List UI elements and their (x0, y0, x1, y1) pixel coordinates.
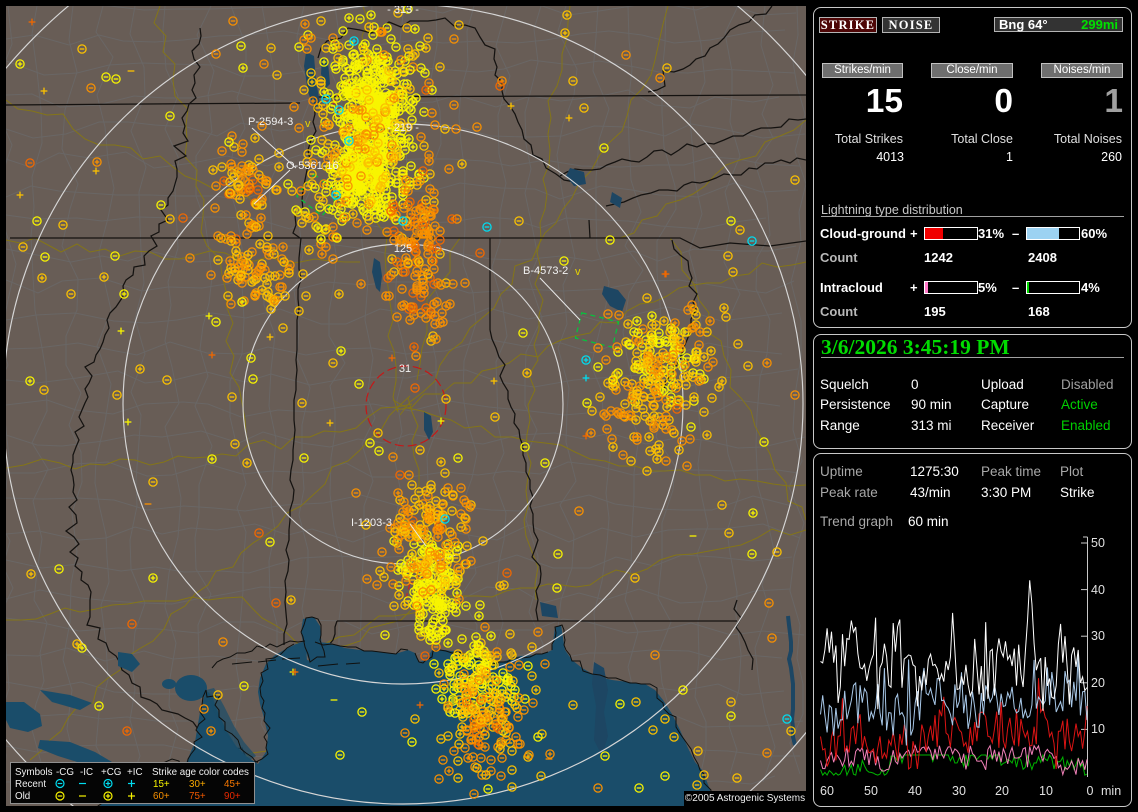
svg-text:–: – (402, 515, 409, 527)
svg-text:-IC: -IC (80, 767, 93, 778)
svg-text:50: 50 (1091, 536, 1105, 550)
svg-text:50: 50 (864, 784, 878, 798)
svg-text:31: 31 (399, 363, 411, 375)
svg-text:0: 0 (1087, 784, 1094, 798)
svg-text:15+: 15+ (153, 779, 170, 790)
svg-text:O-5361-16: O-5361-16 (286, 160, 339, 172)
svg-text:- 313 -: - 313 - (387, 6, 419, 16)
svg-text:60+: 60+ (153, 791, 170, 802)
svg-text:60: 60 (820, 784, 834, 798)
svg-text:20: 20 (1091, 676, 1105, 690)
svg-text:40: 40 (908, 784, 922, 798)
svg-text:I-1203-3: I-1203-3 (351, 517, 392, 529)
svg-text:45+: 45+ (224, 779, 241, 790)
svg-text:10: 10 (1039, 784, 1053, 798)
svg-text:30+: 30+ (189, 779, 206, 790)
svg-text:90+: 90+ (224, 791, 241, 802)
svg-text:+IC: +IC (127, 767, 143, 778)
svg-text:v: v (305, 118, 311, 130)
svg-text:–: – (348, 159, 355, 171)
svg-text:Recent: Recent (15, 779, 46, 790)
svg-text:B-4573-2: B-4573-2 (523, 265, 568, 277)
svg-text:20: 20 (995, 784, 1009, 798)
svg-text:- 219 -: - 219 - (387, 122, 419, 134)
svg-text:40: 40 (1091, 583, 1105, 597)
svg-text:v: v (575, 266, 581, 278)
svg-text:+CG: +CG (101, 767, 121, 778)
svg-text:10: 10 (1091, 722, 1105, 736)
svg-text:Old: Old (15, 791, 30, 802)
svg-text:30: 30 (1091, 629, 1105, 643)
svg-text:30: 30 (952, 784, 966, 798)
svg-text:-CG: -CG (56, 767, 74, 778)
svg-text:Symbols: Symbols (15, 767, 53, 778)
svg-text:P-2594-3: P-2594-3 (248, 116, 293, 128)
svg-text:125: 125 (394, 243, 412, 255)
svg-text:min: min (1101, 784, 1121, 798)
svg-text:75+: 75+ (189, 791, 206, 802)
svg-text:Strike age color codes: Strike age color codes (152, 767, 249, 778)
